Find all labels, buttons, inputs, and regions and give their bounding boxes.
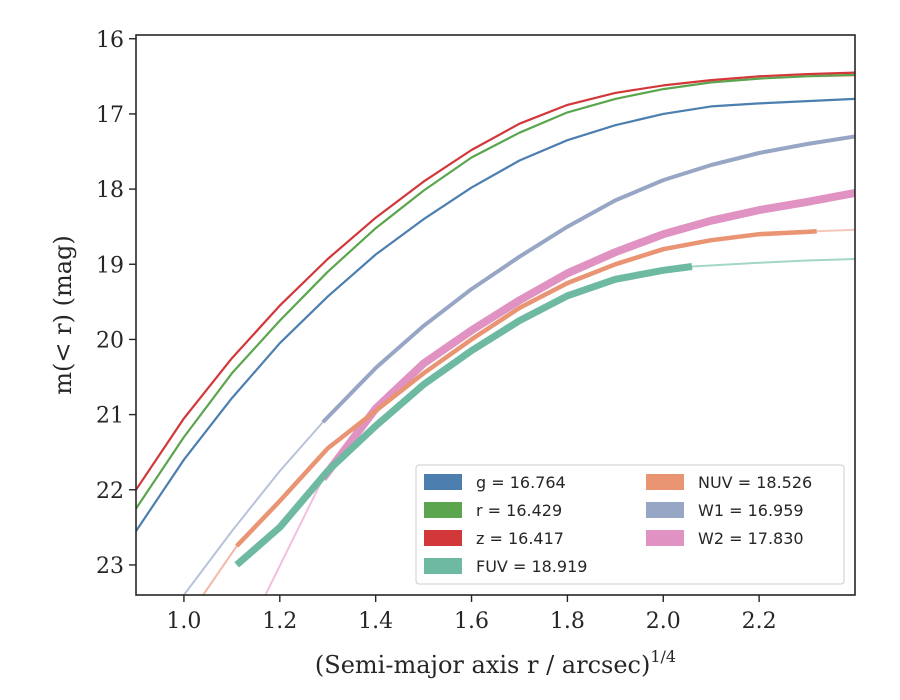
y-tick-label: 23: [96, 554, 124, 579]
legend-box: [415, 464, 845, 585]
legend-label: z = 16.417: [476, 529, 564, 548]
series-line-z: [136, 71, 855, 491]
legend: g = 16.764 r = 16.429 z = 16.417 FUV = 18.9…: [415, 464, 845, 585]
series-line-w2: [319, 188, 855, 481]
legend-swatch: [646, 530, 684, 546]
legend-item-w2: W2 = 17.830: [646, 529, 804, 548]
legend-label: W1 = 16.959: [698, 501, 804, 520]
y-tick-label: 19: [96, 253, 124, 278]
series-line-nuv: [235, 228, 817, 548]
legend-swatch: [424, 530, 462, 546]
axis-ticks: 1.0 1.2 1.4 1.6 1.8 2.0 2.2 16 17 18 19 20 21 22 23: [96, 28, 777, 634]
series-extension-4: [816, 228, 855, 233]
legend-swatch: [424, 502, 462, 518]
legend-item-w1: W1 = 16.959: [646, 501, 804, 520]
legend-label: r = 16.429: [476, 501, 562, 520]
x-tick-label: 2.0: [646, 609, 681, 634]
legend-swatch: [424, 474, 462, 490]
x-axis-label: (Semi-major axis r / arcsec)1/4: [315, 647, 676, 679]
series-line-w1: [321, 134, 855, 424]
series-line-r: [136, 73, 855, 510]
legend-item-fuv: FUV = 18.919: [424, 557, 587, 576]
y-tick-label: 17: [96, 103, 124, 128]
y-axis-label: m(< r) (mag): [49, 235, 77, 394]
series-line-fuv: [234, 263, 693, 568]
series-extension-1: [202, 545, 238, 595]
x-tick-label: 1.8: [550, 609, 585, 634]
y-tick-label: 21: [96, 404, 124, 429]
legend-item-g: g = 16.764: [424, 473, 566, 492]
legend-item-nuv: NUV = 18.526: [646, 473, 812, 492]
x-tick-label: 1.0: [166, 609, 201, 634]
legend-label: FUV = 18.919: [476, 557, 587, 576]
legend-label: W2 = 17.830: [698, 529, 804, 548]
legend-item-r: r = 16.429: [424, 501, 562, 520]
series-extension-0: [183, 421, 324, 595]
legend-label: NUV = 18.526: [698, 473, 812, 492]
x-tick-label: 1.4: [358, 609, 393, 634]
plot-lines: [136, 71, 855, 595]
x-axis-label-exponent: 1/4: [650, 647, 676, 666]
legend-swatch: [424, 558, 462, 574]
legend-label: g = 16.764: [476, 473, 566, 492]
x-axis-label-main: (Semi-major axis r / arcsec): [315, 651, 650, 679]
x-tick-label: 1.2: [262, 609, 297, 634]
series-extension-3: [691, 258, 855, 268]
y-tick-label: 18: [96, 178, 124, 203]
plot-frame: [135, 34, 856, 596]
x-tick-label: 1.6: [454, 609, 489, 634]
x-tick-label: 2.2: [742, 609, 777, 634]
series-extension-2: [264, 478, 324, 595]
y-tick-label: 16: [96, 28, 124, 53]
legend-swatch: [646, 502, 684, 518]
y-tick-label: 22: [96, 479, 124, 504]
legend-item-z: z = 16.417: [424, 529, 564, 548]
legend-swatch: [646, 474, 684, 490]
y-tick-label: 20: [96, 328, 124, 353]
series-line-g: [136, 97, 855, 532]
